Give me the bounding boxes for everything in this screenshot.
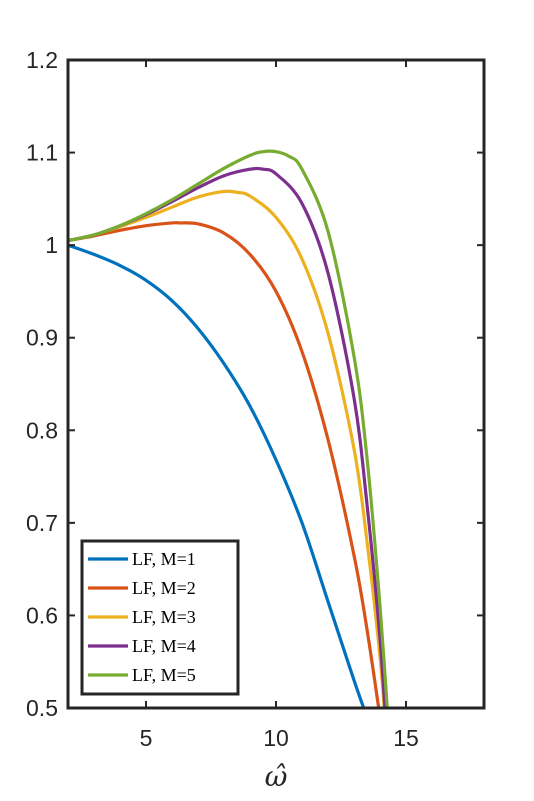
x-tick-label: 5 — [140, 725, 153, 751]
y-tick-label: 0.6 — [26, 602, 58, 628]
legend-label: LF, M=3 — [132, 607, 196, 627]
y-tick-label: 0.7 — [26, 510, 58, 536]
series-line-m1 — [68, 243, 366, 708]
y-tick-label: 0.5 — [26, 695, 58, 721]
y-tick-label: 1.2 — [26, 47, 58, 73]
series-line-m5 — [68, 149, 389, 708]
legend-label: LF, M=4 — [132, 636, 196, 656]
series-line-m2 — [68, 221, 381, 708]
x-tick-label: 10 — [263, 725, 289, 751]
legend-label: LF, M=1 — [132, 549, 196, 569]
plot-frame — [66, 58, 486, 710]
series-layer — [68, 149, 389, 708]
y-tick-label: 0.9 — [26, 325, 58, 351]
series-line-m3 — [68, 189, 386, 708]
x-axis-label: ω̂ — [265, 760, 288, 793]
legend-label: LF, M=5 — [132, 665, 196, 685]
y-tick-label: 1 — [45, 232, 58, 258]
legend-label: LF, M=2 — [132, 578, 196, 598]
y-tick-label: 1.1 — [26, 140, 58, 166]
y-tick-label: 0.8 — [26, 417, 58, 443]
legend: LF, M=1 LF, M=2 LF, M=3 LF, M=4 LF, M=5 — [80, 539, 240, 696]
x-tick-label: 15 — [393, 725, 419, 751]
